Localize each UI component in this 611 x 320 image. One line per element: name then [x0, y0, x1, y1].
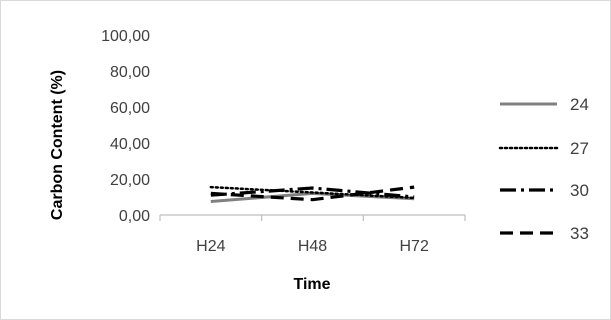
- y-tick-label: 40,00: [110, 136, 150, 153]
- legend: 24 27 30 33: [498, 95, 589, 243]
- y-tick-label: 20,00: [110, 172, 150, 189]
- y-axis-ticks: 0,00 20,00 40,00 60,00 80,00 100,00: [101, 28, 150, 225]
- series-line-27: [209, 185, 416, 200]
- x-axis-ticks: H24 H48 H72: [159, 215, 466, 255]
- x-axis-title: Time: [293, 276, 330, 293]
- series-line-30: [210, 186, 415, 199]
- legend-item-27: 27: [498, 139, 589, 158]
- legend-label: 30: [570, 181, 589, 200]
- y-axis-title: Carbon Content (%): [49, 70, 66, 220]
- x-tick-label: H72: [399, 238, 428, 255]
- y-tick-label: 80,00: [110, 64, 150, 81]
- x-tick-label: H24: [196, 238, 225, 255]
- legend-label: 33: [570, 224, 589, 243]
- series-lines: [209, 185, 416, 203]
- legend-label: 27: [570, 139, 589, 158]
- series-line-33: [210, 185, 415, 202]
- y-tick-label: 0,00: [119, 208, 150, 225]
- legend-item-33: 33: [500, 224, 589, 243]
- legend-item-24: 24: [500, 95, 589, 114]
- legend-item-30: 30: [500, 181, 589, 200]
- legend-label: 24: [570, 95, 589, 114]
- y-tick-label: 60,00: [110, 100, 150, 117]
- x-tick-label: H48: [298, 238, 327, 255]
- y-tick-label: 100,00: [101, 28, 150, 45]
